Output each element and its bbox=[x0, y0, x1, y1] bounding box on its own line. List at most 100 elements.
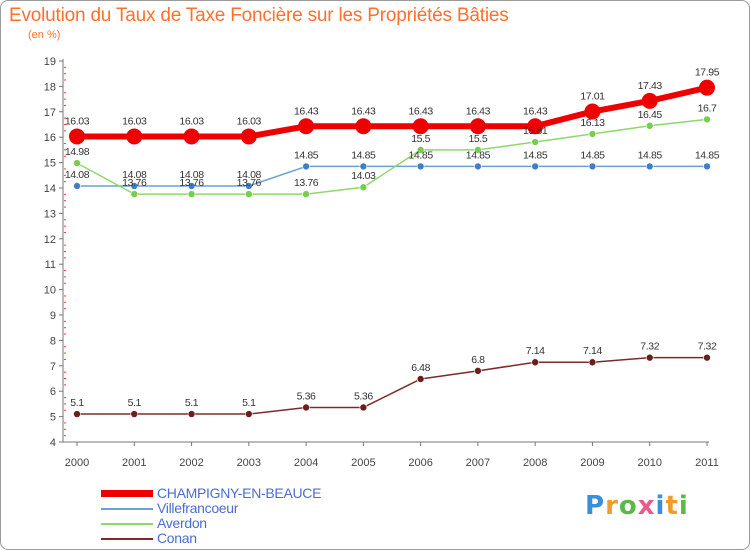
data-label-2: 16.7 bbox=[698, 102, 717, 114]
data-label-1: 14.85 bbox=[523, 149, 548, 161]
series-point-0 bbox=[641, 92, 658, 109]
data-label-1: 14.08 bbox=[122, 169, 147, 181]
series-point-2 bbox=[474, 146, 482, 154]
y-tick-label: 6 bbox=[50, 386, 56, 398]
series-point-3 bbox=[245, 410, 253, 418]
data-label-2: 16.45 bbox=[638, 109, 663, 121]
data-label-1: 14.85 bbox=[294, 149, 319, 161]
data-label-3: 7.32 bbox=[640, 341, 659, 353]
data-label-0: 16.43 bbox=[523, 105, 548, 117]
series-line-1 bbox=[77, 165, 707, 187]
series-line-2 bbox=[76, 118, 708, 195]
data-label-0: 17.43 bbox=[638, 80, 663, 92]
y-tick-label: 12 bbox=[44, 234, 56, 246]
data-label-1: 14.85 bbox=[466, 149, 491, 161]
y-tick-label: 8 bbox=[50, 335, 56, 347]
series-point-3 bbox=[416, 375, 425, 383]
legend-label-averdon: Averdon bbox=[157, 515, 207, 531]
data-label-0: 16.03 bbox=[179, 115, 204, 127]
x-tick-label: 2000 bbox=[65, 457, 89, 469]
data-label-1: 14.85 bbox=[638, 149, 663, 161]
data-label-0: 17.95 bbox=[695, 67, 720, 79]
series-point-1 bbox=[474, 162, 482, 171]
data-label-2: 16.13 bbox=[580, 117, 605, 129]
series-point-2 bbox=[645, 121, 654, 130]
series-point-3 bbox=[474, 367, 482, 375]
data-label-1: 14.85 bbox=[695, 149, 720, 161]
series-point-1 bbox=[645, 162, 654, 171]
series-point-2 bbox=[187, 190, 196, 198]
data-label-1: 14.85 bbox=[408, 149, 433, 161]
data-label-2: 13.76 bbox=[237, 177, 262, 189]
series-point-3 bbox=[703, 353, 711, 362]
legend-label-villefrancoeur: Villefrancoeur bbox=[157, 500, 239, 516]
y-tick-label: 7 bbox=[50, 361, 56, 373]
y-tick-label: 4 bbox=[50, 437, 56, 449]
series-point-2 bbox=[73, 159, 81, 167]
x-tick-label: 2006 bbox=[408, 457, 432, 469]
series-point-2 bbox=[245, 190, 253, 198]
x-tick-label: 2010 bbox=[637, 457, 661, 469]
series-point-1 bbox=[703, 162, 711, 171]
y-tick-label: 10 bbox=[44, 285, 56, 297]
y-tick-label: 15 bbox=[44, 158, 56, 170]
y-tick-label: 17 bbox=[44, 107, 56, 119]
series-point-3 bbox=[302, 403, 310, 412]
legend-label-conan: Conan bbox=[157, 530, 197, 546]
data-label-2: 15.81 bbox=[523, 125, 548, 137]
series-point-1 bbox=[588, 162, 597, 171]
series-point-0 bbox=[183, 128, 200, 145]
y-tick-label: 9 bbox=[50, 310, 56, 322]
x-tick-label: 2002 bbox=[179, 457, 203, 469]
series-point-1 bbox=[302, 162, 310, 171]
series-point-0 bbox=[126, 128, 143, 145]
series-point-0 bbox=[298, 118, 315, 135]
data-label-0: 17.01 bbox=[580, 91, 605, 103]
series-point-0 bbox=[355, 118, 372, 135]
x-tick-label: 2001 bbox=[122, 457, 146, 469]
unit-label: (en %) bbox=[28, 29, 61, 41]
series-point-0 bbox=[584, 103, 601, 120]
y-tick-label: 13 bbox=[44, 208, 56, 220]
proxiti-logo: Proxiti bbox=[585, 491, 689, 521]
series-point-3 bbox=[588, 358, 597, 367]
series-point-2 bbox=[588, 130, 597, 138]
data-label-0: 16.43 bbox=[351, 105, 376, 117]
data-label-0: 16.03 bbox=[237, 115, 262, 127]
data-label-0: 16.43 bbox=[294, 105, 319, 117]
series-point-2 bbox=[130, 190, 139, 198]
data-label-3: 7.32 bbox=[698, 341, 717, 353]
data-label-0: 16.43 bbox=[466, 105, 491, 117]
series-point-3 bbox=[73, 410, 81, 418]
series-point-0 bbox=[69, 128, 85, 145]
data-label-3: 5.1 bbox=[242, 397, 256, 409]
series-point-0 bbox=[527, 118, 544, 135]
series-line-3 bbox=[77, 356, 707, 415]
legend-swatch-champigny bbox=[101, 490, 153, 497]
data-label-2: 13.76 bbox=[179, 177, 204, 189]
data-label-3: 7.14 bbox=[526, 345, 545, 357]
series-point-1 bbox=[416, 162, 425, 171]
data-label-1: 14.85 bbox=[351, 149, 376, 161]
data-label-3: 5.36 bbox=[354, 390, 373, 402]
data-label-0: 16.43 bbox=[408, 105, 433, 117]
series-point-2 bbox=[359, 183, 368, 192]
series-point-3 bbox=[645, 353, 654, 362]
x-tick-label: 2008 bbox=[523, 457, 547, 469]
series-point-3 bbox=[130, 410, 139, 418]
data-label-2: 15.5 bbox=[411, 133, 430, 145]
series-point-2 bbox=[416, 146, 425, 154]
data-label-0: 16.03 bbox=[65, 115, 90, 127]
x-tick-label: 2003 bbox=[237, 457, 261, 469]
series-point-0 bbox=[412, 118, 429, 135]
data-label-3: 5.1 bbox=[128, 397, 142, 409]
series-point-0 bbox=[240, 128, 257, 145]
data-label-3: 6.48 bbox=[411, 362, 430, 374]
data-label-2: 13.76 bbox=[294, 177, 319, 189]
series-point-2 bbox=[302, 190, 310, 198]
legend-swatch-villefrancoeur bbox=[101, 508, 153, 510]
series-point-2 bbox=[703, 115, 711, 124]
data-label-1: 14.08 bbox=[65, 169, 90, 181]
series-line-0 bbox=[77, 84, 708, 140]
